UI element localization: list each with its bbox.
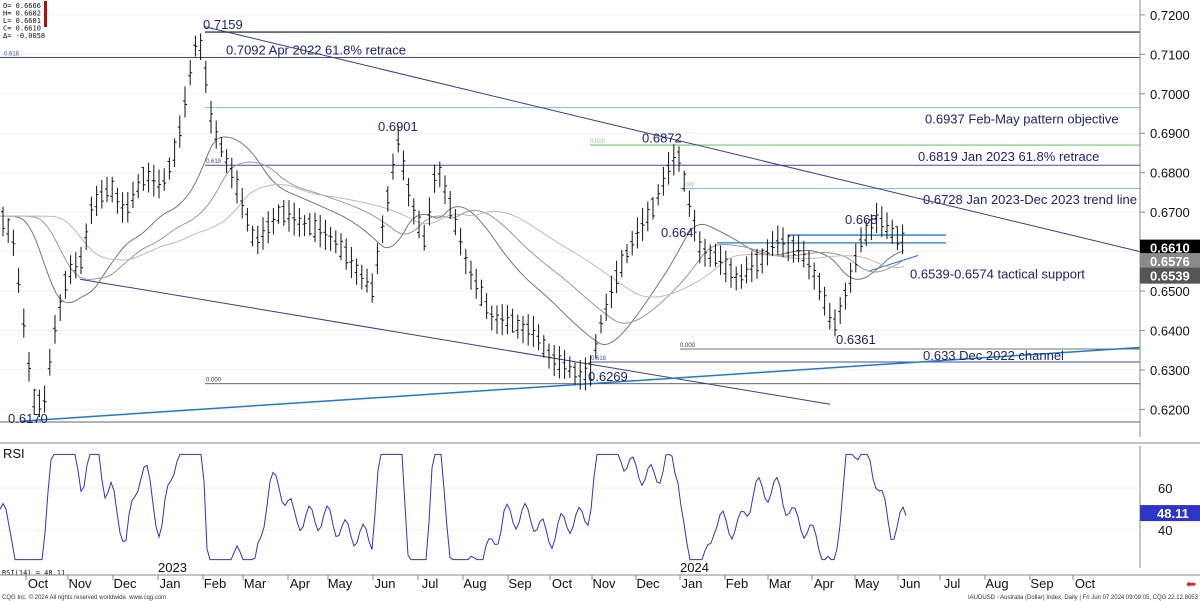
moving-average-line [0,136,905,346]
moving-average-line [0,183,905,298]
month-label: Feb [726,576,748,591]
price-axis: 0.7200 0.7100 0.7000 0.6900 0.6800 0.6700 0.66… [1139,0,1200,437]
month-label: Jun [900,576,921,591]
month-label: Dec [636,576,660,591]
level-label: 0.6728 Jan 2023-Dec 2023 trend line [923,192,1137,207]
point-label: 0.668 [845,212,878,227]
ohlc-readout-line: H= 0.6682 [3,10,41,18]
annotations: 0.7092 Apr 2022 61.8% retrace 0.6937 Feb-… [4,17,1137,426]
rsi-panel: RSI 60 40 48.11 RSI(14) = 48.11 [0,442,1200,577]
level-label: 0.633 Dec 2022 channel [923,348,1064,363]
month-label: Apr [814,576,835,591]
level-label: 0.6819 Jan 2023 61.8% retrace [918,149,1099,164]
year-label: 2024 [680,560,709,575]
fib-tag: 0.618 [206,159,222,165]
month-label: Oct [1075,576,1096,591]
rsi-title: RSI [3,446,25,461]
ohlc-readout-line: O= 0.6666 [3,2,41,10]
month-label: Jun [375,576,396,591]
y-tick-label: 0.6800 [1150,166,1190,181]
month-label: Oct [28,576,49,591]
y-tick-label: 0.6400 [1150,323,1190,338]
rsi-line [0,453,907,561]
fib-tag: 0.000 [680,343,696,349]
point-label: 0.664 [661,225,694,240]
price-badge-label: 0.6539 [1150,269,1190,284]
readout-bar-icon [44,1,47,27]
price-badge [1140,239,1200,256]
scroll-arrow-icon: ⬅ [1186,577,1196,591]
y-tick-label: 0.7100 [1150,47,1190,62]
level-label: 0.7092 Apr 2022 61.8% retrace [226,42,406,57]
time-axis: Oct Nov Dec Jan Feb Mar Apr May Jun Jul Aug Sep Oct N… [0,560,1200,591]
fib-tag: .786 [682,182,694,188]
point-label: 0.7159 [203,17,243,32]
month-label: Mar [769,576,792,591]
point-label: 0.6872 [642,130,682,145]
trend-line [79,278,831,405]
copyright-text: CQG Inc. © 2024 All rights reserved worl… [2,594,166,601]
month-label: Jul [944,576,961,591]
fib-tag: 0.000 [590,139,606,145]
trend-line [204,26,1141,253]
rsi-legend: RSI(14) = 48.11 [2,569,65,577]
moving-averages [0,136,905,346]
moving-average-line [0,161,905,324]
price-badge [1140,267,1200,284]
month-label: Apr [290,576,311,591]
price-badge-label: 0.6610 [1150,241,1190,256]
year-label: 2023 [158,560,187,575]
horizontal-levels [0,31,1140,423]
ohlc-readout-line: Δ= -0.0058 [3,32,45,40]
month-label: Sep [1030,576,1053,591]
y-tick-label: 0.6300 [1150,363,1190,378]
y-tick-label: 0.6900 [1150,126,1190,141]
y-tick-label: 0.7000 [1150,87,1190,102]
month-label: Nov [592,576,616,591]
rsi-tick-label: 40 [1158,523,1172,538]
month-label: Aug [985,576,1008,591]
point-label: 0.6361 [836,332,876,347]
y-tick-label: 0.6500 [1150,284,1190,299]
month-label: Feb [204,576,226,591]
month-label: May [855,576,880,591]
point-label: 0.6901 [378,119,418,134]
chart-footer: CQG Inc. © 2024 All rights reserved worl… [2,594,1199,601]
fib-tag: 0.000 [206,378,222,384]
fib-tag: 0.618 [4,51,20,57]
month-label: Oct [552,576,573,591]
month-label: May [328,576,353,591]
month-label: Sep [508,576,531,591]
rsi-value-label: 48.11 [1157,506,1189,521]
y-tick-label: 0.7200 [1150,8,1190,23]
rsi-value-badge [1140,505,1200,522]
month-label: Jan [160,576,181,591]
month-label: Mar [244,576,267,591]
month-label: Aug [463,576,486,591]
month-label: Jul [422,576,439,591]
month-label: Dec [113,576,137,591]
point-label: 0.6269 [588,369,628,384]
ohlc-readout-line: C= 0.6610 [3,25,41,33]
price-badge [1140,253,1200,270]
fib-tag: 0.618 [591,356,607,362]
level-label: 0.6937 Feb-May pattern objective [925,111,1119,126]
level-label: 0.6539-0.6574 tactical support [910,266,1085,281]
month-label: Jan [682,576,703,591]
ohlc-bars [1,33,905,418]
y-tick-label: 0.6200 [1150,402,1190,417]
ohlc-readout-line: L= 0.6601 [3,17,41,25]
rsi-tick-label: 60 [1158,481,1172,496]
month-label: Nov [68,576,92,591]
instrument-info: IAUDUSD - Australia (Dollar) Index, Dail… [968,595,1199,601]
point-label: 0.6170 [8,411,48,426]
y-tick-label: 0.6700 [1150,205,1190,220]
trend-line [867,255,919,272]
price-badge-label: 0.6576 [1150,254,1190,269]
